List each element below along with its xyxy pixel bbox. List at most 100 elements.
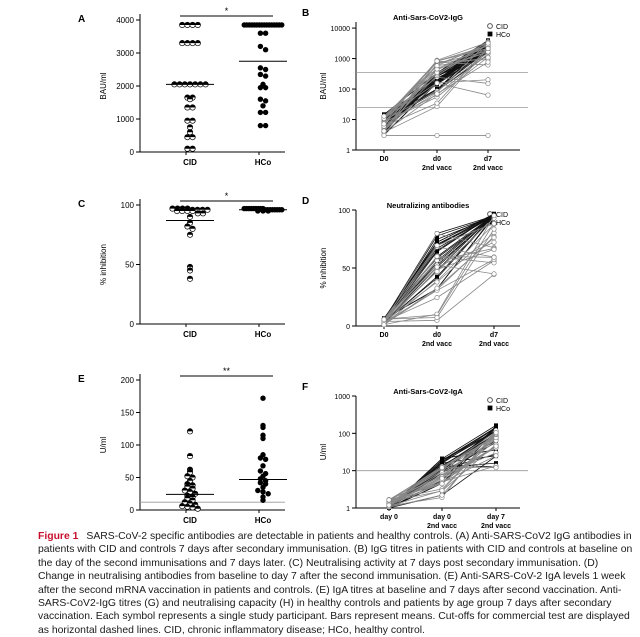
data-point-cid-fill [187, 276, 193, 279]
data-point-cid-fill [187, 129, 193, 133]
series-point-cid [386, 497, 392, 503]
series-point-cid [439, 481, 445, 487]
data-point-hco [262, 98, 269, 104]
data-point-cid-fill [179, 503, 185, 507]
data-point-hco [260, 435, 266, 442]
data-point-cid-fill [184, 117, 191, 121]
panel-f-iga-lines: F Anti-Sars-CoV2-IgA U/ml 1 10 100 1000 day 0 da… [302, 382, 528, 528]
data-point-hco [260, 424, 266, 431]
data-point-hco [257, 455, 264, 461]
legend-label-cid: CID [496, 24, 508, 31]
data-point-cid-fill [192, 81, 198, 85]
data-point-cid-fill [184, 495, 191, 499]
data-point-cid-fill [194, 207, 201, 210]
data-point-cid-fill [176, 81, 183, 85]
data-point-cid-fill [189, 208, 196, 211]
data-point-hco [262, 30, 269, 36]
x-tick-label: day 0 [433, 514, 451, 521]
y-tick-label: 100 [338, 431, 350, 438]
data-point-hco [279, 22, 285, 28]
data-point-cid-fill [189, 485, 196, 489]
data-point-cid-fill [204, 207, 211, 210]
y-tick-label: 50 [125, 474, 134, 483]
data-point-hco [260, 395, 266, 401]
series-point-cid [491, 213, 497, 219]
legend-marker-cid [487, 397, 493, 403]
y-tick-label: 0 [346, 324, 350, 331]
x-tick-label: d0 [433, 156, 441, 163]
data-point-cid-fill [169, 205, 176, 209]
data-point-cid-fill [187, 232, 193, 235]
series-point-cid [434, 253, 440, 259]
data-point-hco [257, 122, 264, 129]
x-tick-sublabel: 2nd vacc [479, 341, 509, 348]
series-point-cid [493, 430, 499, 436]
data-point-cid-fill [187, 124, 193, 128]
data-point-hco [257, 480, 264, 486]
y-tick-label: 0 [130, 148, 135, 157]
panel-a-scatter: A BAU/ml 0 1000 2000 3000 4000 * CID HCo [78, 6, 287, 167]
data-point-hco [257, 30, 264, 36]
y-tick-label: 2000 [116, 82, 134, 91]
y-tick-label: 100 [121, 201, 135, 210]
data-point-hco [262, 47, 269, 53]
series-point-hco [494, 461, 498, 466]
x-tick-label: D0 [380, 156, 389, 163]
caption-label: Figure 1 [38, 531, 79, 542]
x-tick-label: CID [183, 158, 197, 167]
series-point-cid [434, 264, 440, 270]
y-tick-label: 1000 [334, 57, 350, 64]
y-axis-label: BAU/ml [319, 72, 328, 99]
data-point-hco [257, 65, 264, 71]
data-point-cid-fill [195, 210, 201, 214]
x-tick-label: HCo [255, 330, 272, 339]
data-point-cid-fill [189, 134, 196, 138]
panel-letter: A [78, 14, 85, 25]
x-tick-label: d7 [484, 156, 492, 163]
legend-marker-cid [487, 23, 493, 29]
y-axis-label: % inhibition [319, 248, 328, 289]
data-point-hco [260, 484, 266, 490]
data-point-cid-fill [187, 428, 193, 432]
legend-label-hco: HCo [496, 406, 510, 413]
data-point-hco [257, 476, 264, 482]
significance-label: * [225, 6, 229, 16]
data-point-cid-fill [189, 482, 196, 486]
series-point-cid [434, 285, 440, 291]
y-tick-label: 1 [346, 148, 350, 155]
data-point-cid-fill [184, 40, 191, 44]
data-point-cid-fill [197, 81, 204, 85]
data-point-hco [262, 66, 269, 73]
data-point-cid-fill [187, 500, 193, 504]
series-point-cid [434, 91, 440, 97]
x-tick-label: d0 [433, 332, 441, 339]
series-point-cid [434, 315, 440, 321]
panel-title: Anti-Sars-CoV2-IgA [393, 387, 463, 396]
data-point-hco [255, 487, 261, 494]
x-tick-sublabel: 2nd vacc [422, 341, 452, 348]
data-point-cid-fill [184, 473, 191, 477]
y-tick-label: 3000 [116, 49, 134, 58]
data-point-cid-fill [192, 491, 198, 494]
series-point-cid [381, 316, 387, 322]
data-point-hco [260, 208, 266, 214]
series-point-cid [386, 502, 392, 508]
series-point-cid [381, 113, 387, 119]
data-point-hco [262, 122, 269, 129]
series-point-cid [439, 492, 445, 498]
series-point-cid [439, 475, 445, 481]
y-axis-label: BAU/ml [99, 72, 108, 99]
data-point-cid-fill [192, 502, 198, 505]
panel-title: Neutralizing antibodies [387, 201, 470, 210]
x-tick-label: HCo [255, 516, 272, 525]
data-point-hco [257, 109, 264, 116]
data-point-cid-fill [182, 81, 188, 85]
series-point-cid [485, 92, 491, 98]
data-point-cid-fill [195, 506, 201, 509]
series-point-cid [381, 322, 387, 328]
x-tick-sublabel: 2nd vacc [427, 523, 457, 528]
series-point-cid [485, 132, 491, 138]
panel-e-scatter: E U/ml 0 50 100 150 200 ** CID HCo [78, 366, 287, 525]
legend-label-cid: CID [496, 212, 508, 219]
data-point-hco [260, 497, 266, 503]
